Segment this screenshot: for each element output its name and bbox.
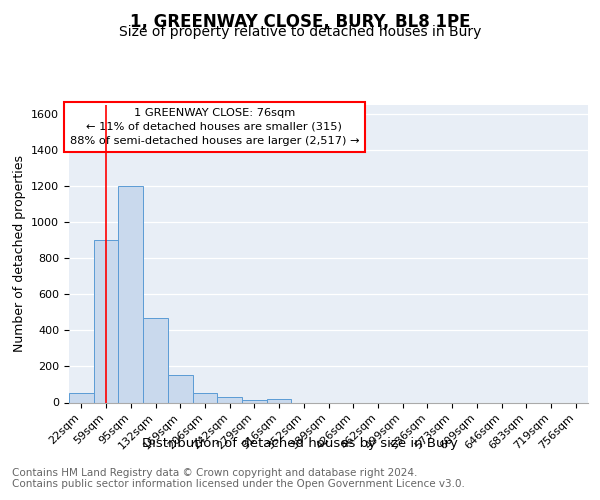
Bar (168, 376, 193, 402)
Y-axis label: Number of detached properties: Number of detached properties (13, 155, 26, 352)
Bar (193, 392, 217, 402)
Text: Contains HM Land Registry data © Crown copyright and database right 2024.
Contai: Contains HM Land Registry data © Crown c… (12, 468, 465, 489)
Bar (69, 394, 94, 402)
Bar (217, 397, 242, 402)
Bar (267, 399, 292, 402)
Text: Distribution of detached houses by size in Bury: Distribution of detached houses by size … (142, 438, 458, 450)
Bar (242, 400, 267, 402)
Bar (94, 240, 118, 402)
Text: Size of property relative to detached houses in Bury: Size of property relative to detached ho… (119, 25, 481, 39)
Bar (143, 318, 168, 402)
Text: 1, GREENWAY CLOSE, BURY, BL8 1PE: 1, GREENWAY CLOSE, BURY, BL8 1PE (130, 12, 470, 30)
Text: 1 GREENWAY CLOSE: 76sqm
← 11% of detached houses are smaller (315)
88% of semi-d: 1 GREENWAY CLOSE: 76sqm ← 11% of detache… (70, 108, 359, 146)
Bar (118, 186, 143, 402)
